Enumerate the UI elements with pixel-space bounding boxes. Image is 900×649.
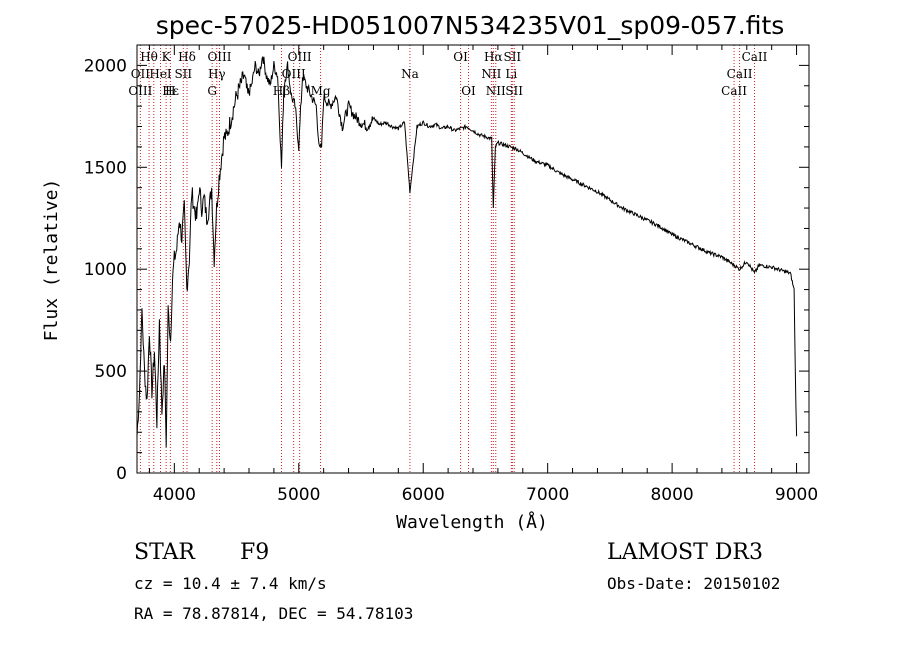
spectral-line-label: Hε — [162, 84, 179, 98]
spectral-line-label: H — [165, 84, 175, 98]
y-tick-label: 500 — [95, 362, 127, 382]
spectral-line-label: Hδ — [178, 50, 196, 64]
x-tick-label: 5000 — [277, 485, 320, 505]
spectral-line-label: SII — [505, 84, 523, 98]
y-tick-label: 1000 — [84, 260, 127, 280]
chart-title: spec-57025-HD051007N534235V01_sp09-057.f… — [156, 11, 785, 40]
plot-frame — [136, 44, 810, 474]
object-class: STAR — [134, 540, 196, 565]
y-tick-label: 2000 — [84, 56, 127, 76]
spectral-line-label: OI — [453, 50, 468, 64]
spectral-line-label: CaII — [727, 67, 753, 81]
spectrum-line — [136, 55, 798, 448]
spectral-line-label: OIII — [288, 50, 312, 64]
coordinates: RA = 78.87814, DEC = 54.78103 — [134, 604, 413, 623]
y-axis-label: Flux (relative) — [41, 179, 62, 342]
x-axis-label: Wavelength (Å) — [396, 511, 548, 533]
survey-name: LAMOST DR3 — [607, 540, 763, 565]
spectral-line-label: OII — [131, 67, 151, 81]
observation-date: Obs-Date: 20150102 — [607, 574, 780, 593]
x-axis: 4000 5000 6000 7000 8000 9000 — [148, 45, 818, 505]
spectral-line-label: K — [162, 50, 172, 64]
spectral-line-label: NII — [481, 67, 501, 81]
x-tick-label: 6000 — [402, 485, 445, 505]
spectral-line-label: Li — [505, 67, 517, 81]
y-axis: 0 500 1000 1500 2000 — [84, 56, 809, 484]
spectral-line-label: Hβ — [273, 84, 290, 98]
spectral-line-label: Hθ — [140, 50, 158, 64]
spectral-line-label: Na — [401, 67, 419, 81]
x-tick-label: 7000 — [526, 485, 569, 505]
spectral-line-label: Mg — [311, 84, 331, 98]
spectral-line-label: Hγ — [208, 67, 226, 81]
y-tick-label: 1500 — [84, 158, 127, 178]
spectral-line-markers — [139, 45, 755, 473]
x-tick-label: 8000 — [650, 485, 693, 505]
spectral-line-label: Hα — [484, 50, 503, 64]
spectral-line-label: HeI — [149, 67, 172, 81]
y-tick-label: 0 — [116, 464, 127, 484]
x-tick-label: 4000 — [153, 485, 196, 505]
spectral-line-label: NII — [486, 84, 506, 98]
spectral-line-label: SII — [503, 50, 521, 64]
spectral-line-label: G — [207, 84, 217, 98]
spectral-line-label: SII — [174, 67, 192, 81]
spectral-line-label: OI — [461, 84, 476, 98]
object-subclass: F9 — [240, 540, 269, 565]
spectral-line-label: OIII — [128, 84, 152, 98]
redshift-cz: cz = 10.4 ± 7.4 km/s — [134, 574, 327, 593]
spectral-line-label: CaII — [721, 84, 747, 98]
x-tick-label: 9000 — [775, 485, 818, 505]
spectral-line-label: OIII — [207, 50, 231, 64]
spectral-line-label: CaII — [742, 50, 768, 64]
